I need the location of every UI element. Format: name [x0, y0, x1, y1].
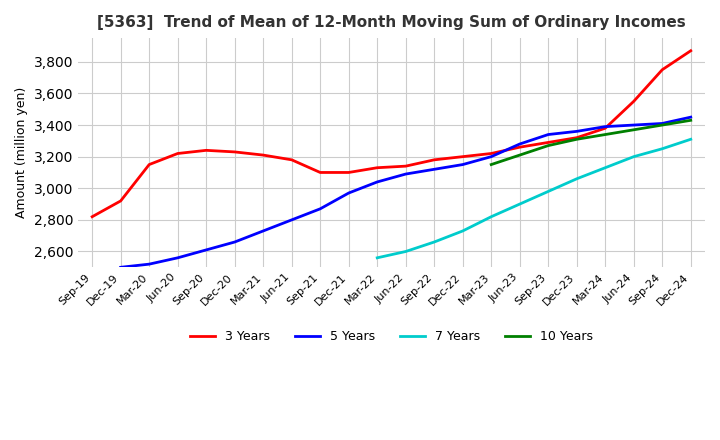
Y-axis label: Amount (million yen): Amount (million yen)	[15, 87, 28, 218]
Legend: 3 Years, 5 Years, 7 Years, 10 Years: 3 Years, 5 Years, 7 Years, 10 Years	[185, 325, 598, 348]
Title: [5363]  Trend of Mean of 12-Month Moving Sum of Ordinary Incomes: [5363] Trend of Mean of 12-Month Moving …	[97, 15, 686, 30]
